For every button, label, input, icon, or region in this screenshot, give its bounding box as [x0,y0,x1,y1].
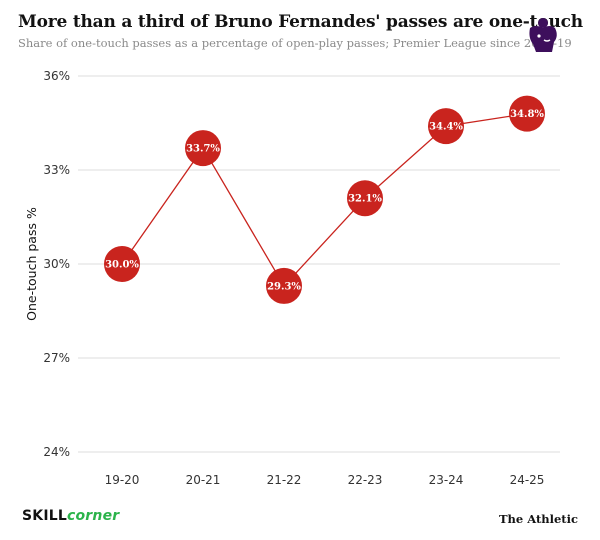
y-tick-label: 24% [43,445,70,459]
data-label: 30.0% [105,260,139,271]
data-point-marker [266,267,302,304]
data-point-marker [104,246,140,282]
data-label: 34.8% [510,109,544,120]
series-line [121,112,528,288]
gridlines [78,75,560,453]
x-tick-label: 23-24 [429,473,464,487]
data-point-marker [428,108,464,145]
skillcorner-logo-part2: corner [66,508,120,524]
data-point-marker [509,95,545,132]
data-points: 30.0% 33.7% 29.3% 32.1% 34.4% 34.8% [104,95,545,304]
skillcorner-logo: SKILLcorner [22,508,119,524]
x-tick-label: 22-23 [348,473,383,487]
x-tick-label: 21-22 [267,473,302,487]
data-label: 32.1% [348,194,382,205]
data-label: 29.3% [267,281,301,292]
data-point-marker [185,130,221,167]
y-tick-label: 33% [43,163,70,177]
data-point: 34.8% [509,95,545,132]
data-point: 30.0% [104,246,140,282]
x-axis-ticks: 19-20 20-21 21-22 22-23 23-24 24-25 [105,473,545,487]
chart-subtitle: Share of one-touch passes as a percentag… [18,36,572,50]
skillcorner-logo-part1: SKILL [22,508,67,524]
the-athletic-logo: The Athletic [498,512,578,526]
y-tick-label: 36% [43,69,70,83]
x-tick-label: 20-21 [186,473,221,487]
data-point: 32.1% [347,180,383,217]
data-point: 29.3% [266,267,302,304]
data-label: 33.7% [186,144,220,155]
y-tick-label: 30% [43,257,70,271]
data-point: 34.4% [428,108,464,145]
x-tick-label: 19-20 [105,473,140,487]
x-tick-label: 24-25 [510,473,545,487]
series-line-path [121,112,528,288]
y-axis-title: One-touch pass % [24,207,39,321]
data-label: 34.4% [429,122,463,133]
premier-league-lion-icon [529,18,557,52]
data-point: 33.7% [185,130,221,167]
y-axis-ticks: 24% 27% 30% 33% 36% [43,69,70,459]
data-point-marker [347,180,383,217]
chart-title: More than a third of Bruno Fernandes' pa… [18,12,583,32]
y-tick-label: 27% [43,351,70,365]
